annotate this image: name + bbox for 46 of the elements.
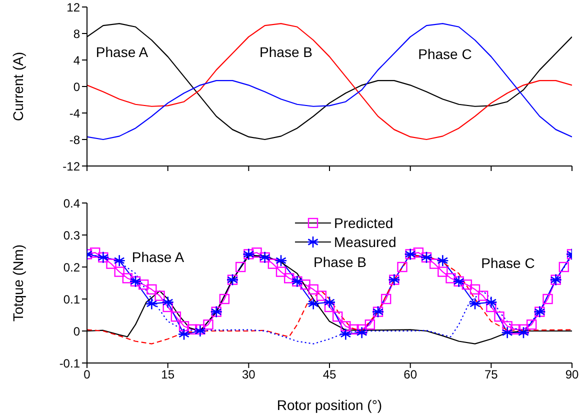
legend-label: Predicted (334, 214, 394, 230)
y-tick-label: -12 (62, 159, 80, 174)
annotation: Phase B (314, 254, 366, 270)
point (501, 326, 514, 339)
annotation: Phase A (96, 44, 148, 60)
point (194, 324, 206, 338)
annotation: Phase A (132, 249, 184, 265)
y-tick-label: 0.1 (63, 292, 80, 306)
y-axis-title: Current (A) (10, 52, 26, 122)
x-tick-label: 90 (565, 368, 579, 382)
y-tick-label: 0.3 (63, 228, 80, 242)
point (274, 254, 288, 267)
legend-label: Measured (334, 234, 396, 250)
y-tick-label: 0 (73, 324, 80, 338)
y-tick-label: -0.1 (59, 356, 80, 370)
point (517, 326, 530, 339)
annotation: Phase C (418, 46, 472, 62)
annotation: Phase B (260, 44, 312, 60)
x-tick-label: 75 (484, 368, 498, 382)
y-tick-label: 12 (66, 0, 80, 14)
x-axis-title: Rotor position (°) (276, 397, 382, 413)
x-tick-label: 45 (322, 368, 336, 382)
point (162, 296, 174, 308)
point (323, 296, 336, 308)
y-tick-label: 0.2 (63, 260, 80, 274)
y-tick-label: 0.4 (63, 196, 80, 210)
y-tick-label: 8 (73, 26, 80, 41)
y-tick-label: -4 (69, 106, 80, 120)
point (340, 328, 352, 340)
point (356, 326, 368, 339)
point (113, 254, 126, 267)
x-tick-label: 30 (242, 368, 256, 382)
point (436, 254, 449, 267)
x-tick-label: 15 (161, 368, 175, 382)
x-tick-label: 0 (84, 368, 91, 382)
y-tick-label: -8 (69, 132, 80, 147)
point (307, 298, 320, 310)
y-axis-title: Totque (Nm) (10, 244, 26, 322)
point (468, 298, 482, 310)
point (178, 328, 190, 340)
x-tick-label: 60 (404, 368, 418, 382)
y-tick-label: 0 (73, 80, 80, 94)
y-tick-label: 4 (73, 53, 80, 68)
point (485, 296, 498, 308)
annotation: Phase C (481, 255, 535, 271)
point (146, 298, 158, 310)
